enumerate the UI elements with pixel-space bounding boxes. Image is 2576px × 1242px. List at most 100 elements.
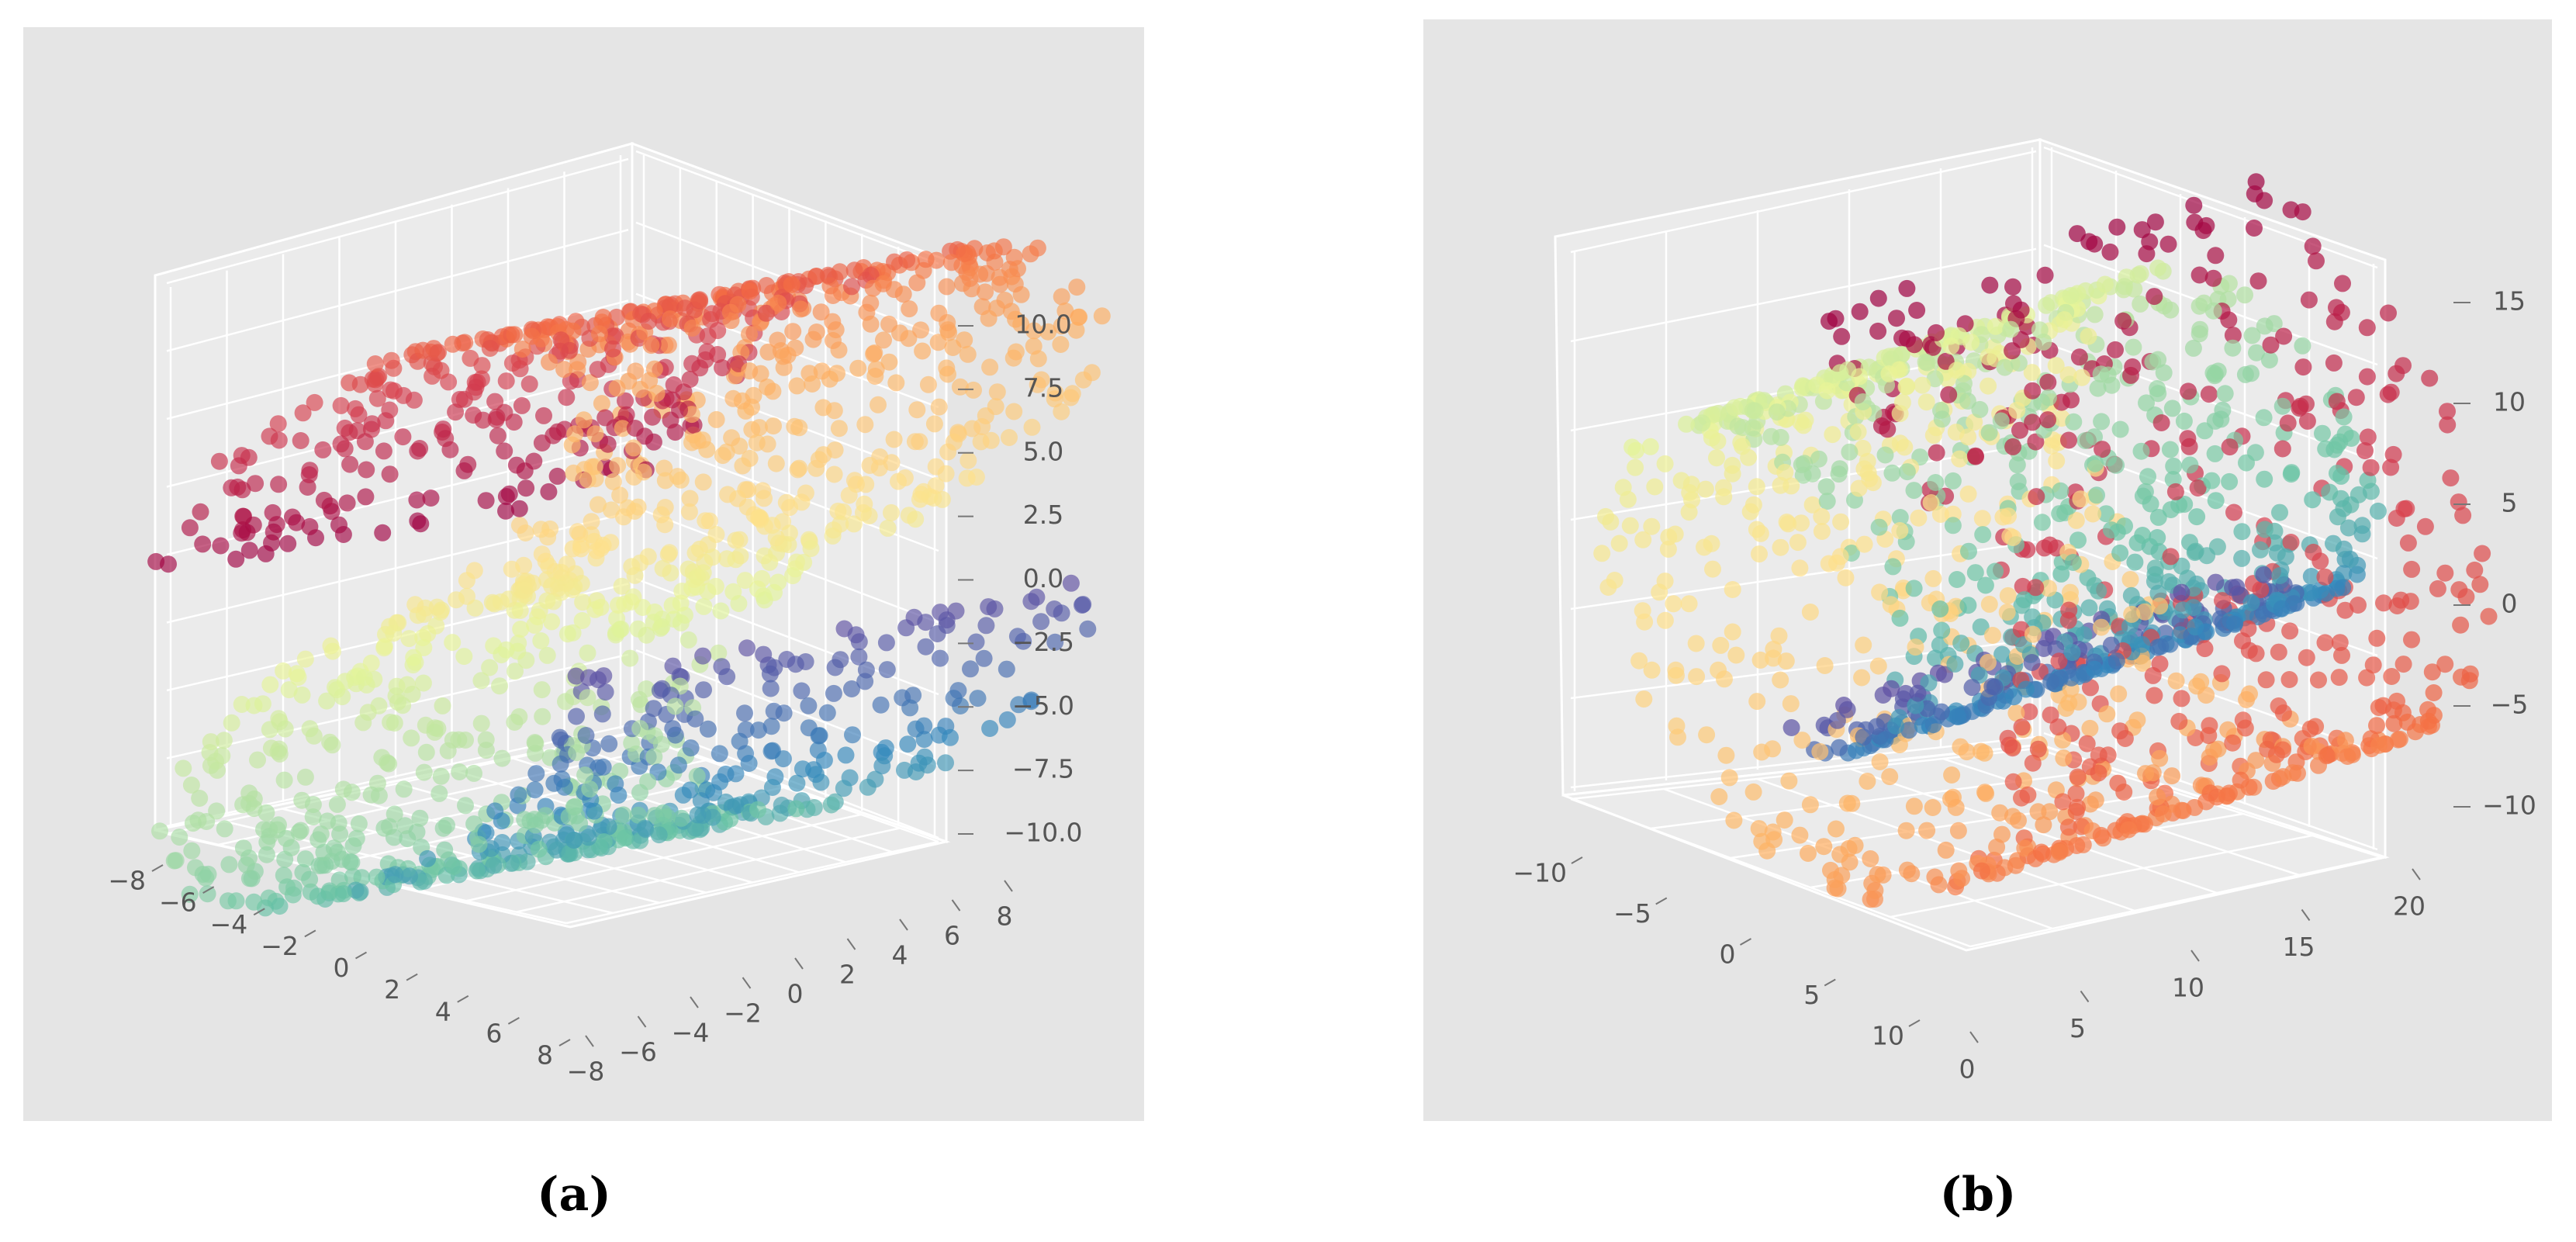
data-point (2123, 605, 2141, 623)
data-point (736, 572, 754, 590)
data-point (2055, 749, 2073, 767)
data-point (385, 359, 403, 377)
data-point (2149, 385, 2167, 403)
data-point (2246, 185, 2263, 202)
data-point (1986, 317, 2004, 335)
data-point (2304, 491, 2322, 509)
data-point (2004, 739, 2021, 757)
data-point (1068, 278, 1086, 296)
data-point (721, 810, 739, 828)
data-point (417, 743, 435, 761)
data-point (2017, 680, 2035, 698)
data-point (753, 569, 771, 587)
z-tick-label: −10.0 (1004, 818, 1082, 848)
data-point (510, 517, 528, 535)
data-point (2191, 320, 2209, 338)
data-point (329, 843, 347, 861)
data-point (736, 704, 753, 722)
data-point (2214, 592, 2231, 610)
data-point (301, 870, 319, 888)
y-tick-label: −8 (567, 1057, 605, 1087)
x-tick-label: 8 (537, 1040, 553, 1071)
data-point (1734, 438, 1751, 455)
y-tick-label: −4 (672, 1018, 710, 1048)
data-point (962, 660, 979, 678)
data-point (2450, 581, 2468, 599)
data-point (919, 375, 937, 393)
data-point (2255, 566, 2273, 583)
tick-mark (1571, 856, 1583, 864)
data-point (857, 661, 875, 679)
data-point (534, 707, 552, 725)
data-point (279, 535, 297, 552)
data-point (2221, 472, 2239, 490)
data-point (1669, 728, 1686, 746)
data-point (2421, 369, 2439, 387)
x-tick-label: 6 (486, 1018, 502, 1048)
scatter-points (147, 238, 1111, 917)
data-point (2267, 746, 2285, 763)
data-point (2280, 671, 2298, 688)
data-point (160, 555, 177, 573)
data-point (1698, 726, 1716, 744)
data-point (1796, 455, 1814, 472)
data-point (1782, 695, 1800, 713)
data-point (2086, 660, 2104, 678)
tick-mark (2412, 868, 2421, 880)
data-point (1977, 784, 1995, 802)
data-point (631, 690, 648, 708)
data-point (486, 393, 504, 410)
data-point (860, 507, 878, 524)
data-point (1744, 496, 1762, 514)
data-point (296, 768, 314, 786)
data-point (1772, 671, 1789, 689)
data-point (2370, 736, 2388, 754)
data-point (350, 815, 368, 832)
data-point (2094, 441, 2111, 458)
data-point (963, 420, 981, 438)
data-point (837, 746, 855, 764)
data-point (2341, 550, 2359, 568)
data-point (671, 401, 688, 419)
data-point (1942, 337, 1960, 355)
x-tick-label: 0 (1720, 939, 1736, 970)
y-tick-label: 10 (2172, 973, 2204, 1003)
data-point (2388, 510, 2405, 527)
data-point (695, 681, 712, 699)
data-point (749, 801, 766, 818)
data-point (1928, 323, 1945, 341)
data-point (2021, 703, 2038, 721)
data-point (1006, 275, 1024, 293)
data-point (1831, 739, 1848, 756)
data-point (982, 431, 1000, 449)
gridline (1570, 747, 2037, 801)
data-point (577, 727, 595, 744)
data-point (2196, 640, 2214, 658)
data-point (293, 686, 311, 704)
data-point (596, 683, 614, 701)
data-point (2298, 412, 2316, 430)
data-point (2152, 414, 2170, 431)
data-point (686, 819, 704, 837)
data-point (202, 733, 220, 751)
data-point (1025, 337, 1043, 355)
data-point (1949, 822, 1967, 839)
data-point (1887, 717, 1904, 735)
data-point (1952, 635, 1970, 652)
data-point (2310, 671, 2327, 689)
data-point (1039, 323, 1057, 341)
data-point (712, 602, 730, 620)
data-point (1832, 513, 1850, 531)
data-point (240, 849, 258, 867)
data-point (586, 802, 603, 820)
data-point (491, 677, 508, 695)
data-point (341, 455, 359, 473)
data-point (288, 665, 306, 683)
data-point (406, 596, 424, 614)
data-point (792, 300, 810, 318)
data-point (1688, 668, 1706, 686)
data-point (623, 558, 641, 576)
data-point (704, 548, 721, 566)
data-point (625, 468, 643, 486)
data-point (1748, 478, 1765, 496)
